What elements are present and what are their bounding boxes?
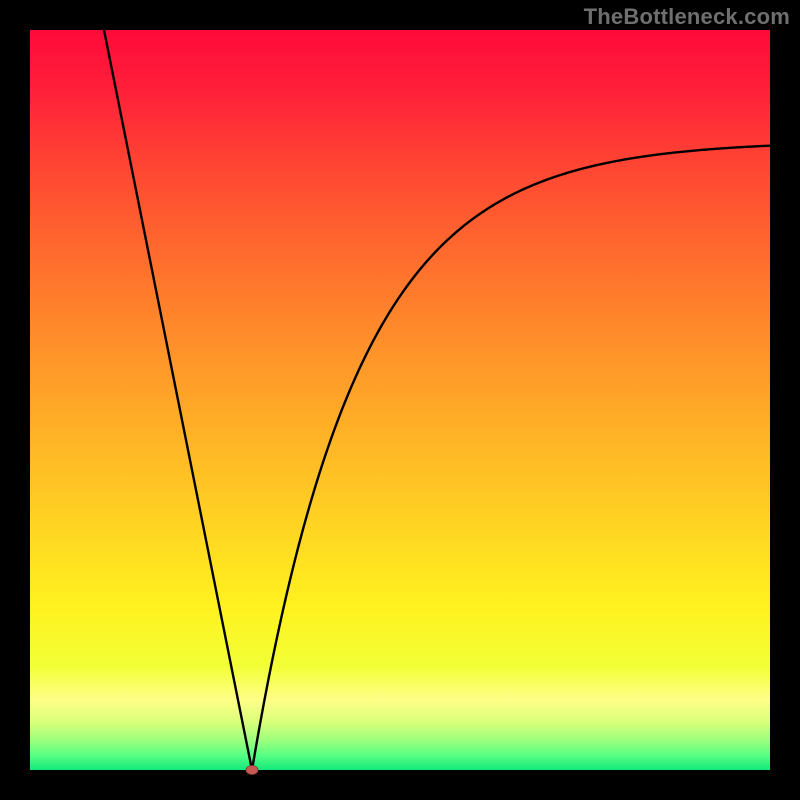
chart-svg [0,0,800,800]
watermark-text: TheBottleneck.com [584,4,790,30]
chart-stage: TheBottleneck.com [0,0,800,800]
minimum-marker [246,766,258,775]
plot-background [30,30,770,770]
